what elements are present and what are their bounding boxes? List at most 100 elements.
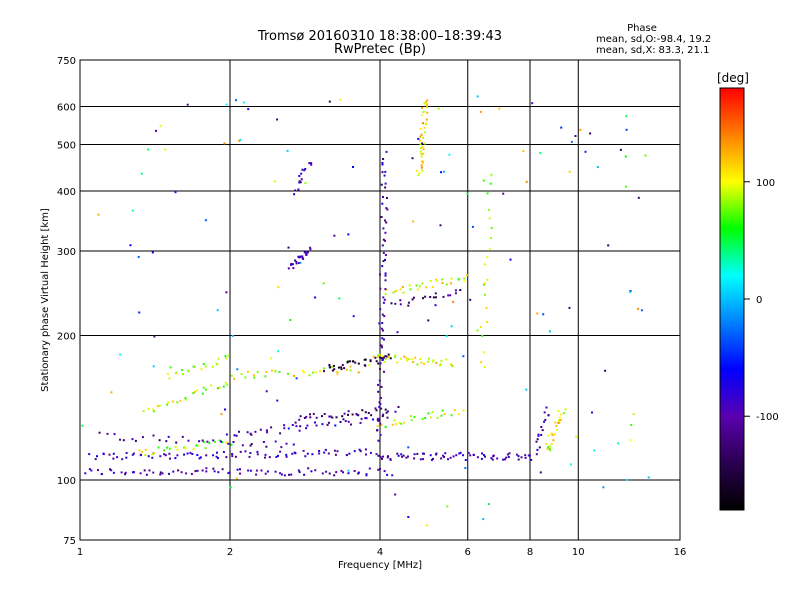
- data-point: [405, 456, 408, 459]
- data-point: [484, 293, 486, 296]
- data-point: [88, 468, 91, 471]
- data-point: [276, 118, 279, 121]
- x-tick-label: 1: [77, 547, 83, 558]
- data-point: [490, 173, 493, 176]
- data-point: [384, 408, 387, 411]
- data-point: [285, 453, 288, 456]
- data-point: [139, 472, 142, 475]
- data-point: [449, 294, 452, 297]
- data-points: [81, 95, 650, 527]
- data-point: [380, 424, 383, 427]
- data-point: [350, 423, 352, 426]
- data-point: [443, 413, 446, 416]
- data-point: [548, 330, 551, 333]
- data-point: [227, 442, 230, 445]
- data-point: [140, 172, 143, 175]
- data-point: [450, 282, 452, 285]
- data-point: [423, 452, 425, 455]
- data-point: [129, 244, 132, 247]
- data-point: [222, 451, 225, 453]
- data-point: [217, 471, 220, 474]
- data-point: [441, 278, 443, 281]
- data-point: [324, 448, 327, 451]
- data-point: [419, 127, 422, 130]
- data-point: [527, 454, 530, 457]
- data-point: [291, 424, 294, 426]
- data-point: [268, 456, 271, 459]
- data-point: [624, 155, 627, 158]
- data-point: [568, 170, 571, 173]
- data-point: [342, 418, 345, 421]
- data-point: [381, 171, 384, 174]
- data-point: [244, 376, 247, 379]
- data-point: [384, 425, 387, 428]
- data-point: [343, 412, 346, 415]
- data-point: [132, 452, 135, 455]
- data-point: [152, 434, 155, 437]
- data-point: [625, 185, 627, 188]
- data-point: [264, 375, 267, 378]
- data-point: [216, 451, 218, 454]
- data-point: [304, 455, 307, 458]
- data-point: [187, 369, 190, 372]
- data-point: [367, 412, 370, 414]
- x-axis-label: Frequency [MHz]: [338, 560, 422, 571]
- data-point: [379, 397, 382, 399]
- data-point: [196, 444, 199, 447]
- x-tick-label: 2: [227, 547, 233, 558]
- data-point: [507, 456, 510, 458]
- data-point: [377, 439, 380, 442]
- data-point: [356, 414, 359, 416]
- data-point: [387, 455, 390, 458]
- data-point: [338, 366, 340, 369]
- data-point: [382, 296, 385, 299]
- data-point: [377, 419, 380, 422]
- data-point: [365, 474, 368, 477]
- data-point: [451, 365, 454, 368]
- data-point: [439, 363, 442, 366]
- data-point: [137, 255, 140, 258]
- stats-o-label: mean, sd,O:: [596, 34, 657, 45]
- data-point: [249, 452, 252, 454]
- data-point: [423, 102, 426, 105]
- data-point: [382, 329, 384, 332]
- data-point: [291, 452, 294, 455]
- data-point: [372, 355, 375, 358]
- data-point: [423, 126, 426, 129]
- data-point: [340, 368, 343, 371]
- data-point: [255, 469, 258, 472]
- data-point: [341, 415, 344, 418]
- data-point: [435, 296, 437, 299]
- data-point: [164, 454, 167, 457]
- data-point: [464, 459, 467, 461]
- data-point: [329, 366, 332, 369]
- data-point: [480, 361, 483, 364]
- grid-lines: [80, 60, 680, 540]
- data-point: [381, 162, 384, 164]
- data-point: [419, 458, 422, 461]
- data-point: [442, 454, 444, 457]
- data-point: [541, 429, 544, 432]
- data-point: [579, 128, 582, 131]
- data-point: [205, 388, 207, 391]
- data-point: [415, 169, 418, 172]
- data-point: [195, 389, 198, 392]
- data-point: [196, 469, 199, 472]
- data-point: [379, 273, 381, 276]
- data-point: [540, 426, 543, 428]
- data-point: [452, 455, 455, 458]
- data-point: [192, 365, 195, 368]
- data-point: [446, 505, 449, 508]
- data-point: [452, 300, 455, 303]
- data-point: [574, 135, 577, 137]
- data-point: [416, 288, 419, 291]
- data-point: [297, 188, 300, 191]
- data-point: [525, 388, 528, 391]
- data-point: [450, 363, 453, 366]
- data-point: [525, 180, 528, 183]
- data-point: [315, 416, 318, 419]
- data-point: [339, 421, 342, 423]
- data-point: [515, 453, 518, 456]
- data-point: [392, 291, 395, 294]
